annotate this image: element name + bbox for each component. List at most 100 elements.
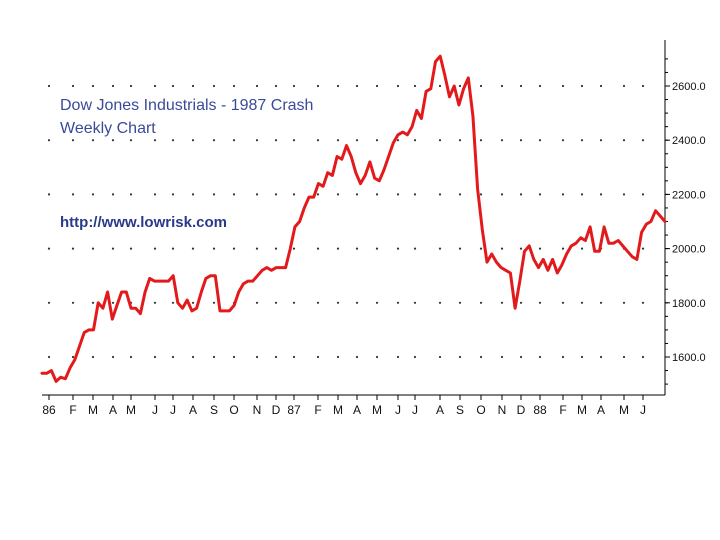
grid-dot — [396, 355, 400, 359]
grid-dot — [71, 84, 75, 88]
grid-dot — [336, 193, 340, 196]
grid-dot — [71, 355, 75, 359]
grid-dot — [599, 84, 603, 88]
grid-dot — [232, 84, 236, 88]
x-axis-ticks: 86 F M A M J J A S O N D 87 F M A M J J A S O N D 88 F M A M J — [42, 395, 646, 417]
grid-dot — [622, 84, 626, 88]
x-tick-label: M — [88, 403, 98, 417]
grid-dot — [622, 193, 626, 196]
grid-dot — [538, 84, 542, 88]
grid-dot — [355, 139, 359, 142]
grid-dot — [538, 301, 542, 304]
grid-dot — [153, 84, 157, 88]
grid-dot — [375, 84, 379, 88]
grid-dot — [91, 84, 95, 88]
grid-dot — [336, 247, 340, 250]
grid-dot — [91, 301, 95, 304]
grid-dot — [47, 301, 51, 304]
grid-dot — [438, 355, 442, 359]
grid-dot — [519, 84, 523, 88]
grid-dot — [599, 139, 603, 142]
grid-dot — [519, 193, 523, 196]
x-tick-label: A — [436, 403, 444, 417]
grid-dot — [538, 193, 542, 196]
grid-dot — [292, 355, 296, 359]
grid-dot — [355, 247, 359, 250]
grid-dot — [255, 301, 259, 304]
grid-dot — [336, 301, 340, 304]
grid-dot — [355, 193, 359, 196]
grid-dot — [153, 355, 157, 359]
grid-dot — [561, 301, 565, 304]
grid-dot — [500, 193, 504, 196]
grid-dot — [171, 301, 175, 304]
grid-dot — [479, 84, 483, 88]
grid-dot — [438, 139, 442, 142]
y-tick-label: 1800.0 — [672, 298, 706, 310]
grid-dot — [375, 139, 379, 142]
grid-dot — [292, 301, 296, 304]
grid-dot — [641, 84, 645, 88]
grid-dot — [292, 247, 296, 250]
grid-dot — [71, 193, 75, 196]
grid-dot — [316, 84, 320, 88]
grid-dot — [538, 355, 542, 359]
grid-dot — [375, 247, 379, 250]
grid-dot — [316, 193, 320, 196]
grid-dot — [274, 84, 278, 88]
grid-dot — [519, 355, 523, 359]
grid-dot — [458, 355, 462, 359]
grid-dot — [191, 139, 195, 142]
chart-title: Dow Jones Industrials - 1987 Crash — [60, 97, 313, 114]
grid-dot — [641, 139, 645, 142]
grid-dot — [153, 139, 157, 142]
grid-dot — [538, 247, 542, 250]
series-line — [40, 54, 667, 383]
grid-dot — [274, 193, 278, 196]
grid-dot — [396, 139, 400, 142]
x-tick-label: M — [577, 403, 587, 417]
grid-dot — [191, 247, 195, 250]
grid-dot — [255, 84, 259, 88]
grid-dot — [413, 301, 417, 304]
grid-dot — [375, 193, 379, 196]
grid-dot — [191, 84, 195, 88]
y-tick-label: 2000.0 — [672, 244, 706, 256]
grid-dot — [47, 139, 51, 142]
grid-dot — [274, 139, 278, 142]
grid-dot — [292, 84, 296, 88]
grid-dot — [580, 139, 584, 142]
grid-dot — [580, 301, 584, 304]
grid-dot — [232, 139, 236, 142]
grid-dot — [458, 301, 462, 304]
grid-dot — [274, 355, 278, 359]
grid-dot — [396, 301, 400, 304]
grid-dot — [47, 247, 51, 250]
x-tick-label: J — [640, 403, 646, 417]
x-tick-label: F — [559, 403, 566, 417]
x-tick-label: N — [253, 403, 262, 417]
grid-dot — [561, 247, 565, 250]
x-tick-label: M — [372, 403, 382, 417]
grid-dot — [212, 355, 216, 359]
grid-dot — [91, 355, 95, 359]
x-tick-label: S — [210, 403, 218, 417]
grid-dot — [413, 247, 417, 250]
grid-dot — [171, 84, 175, 88]
y-tick-label: 1600.0 — [672, 352, 706, 364]
grid-dot — [336, 139, 340, 142]
grid-dot — [500, 139, 504, 142]
grid-dot — [355, 301, 359, 304]
grid-dot — [641, 247, 645, 250]
grid-dot — [292, 139, 296, 142]
grid-dot — [519, 139, 523, 142]
grid-dot — [129, 84, 133, 88]
x-tick-label: M — [619, 403, 629, 417]
grid-dot — [111, 355, 115, 359]
y-tick-label: 2400.0 — [672, 135, 706, 147]
grid-dot — [413, 355, 417, 359]
grid-dot — [111, 193, 115, 196]
grid-dot — [191, 301, 195, 304]
grid-dot — [171, 193, 175, 196]
